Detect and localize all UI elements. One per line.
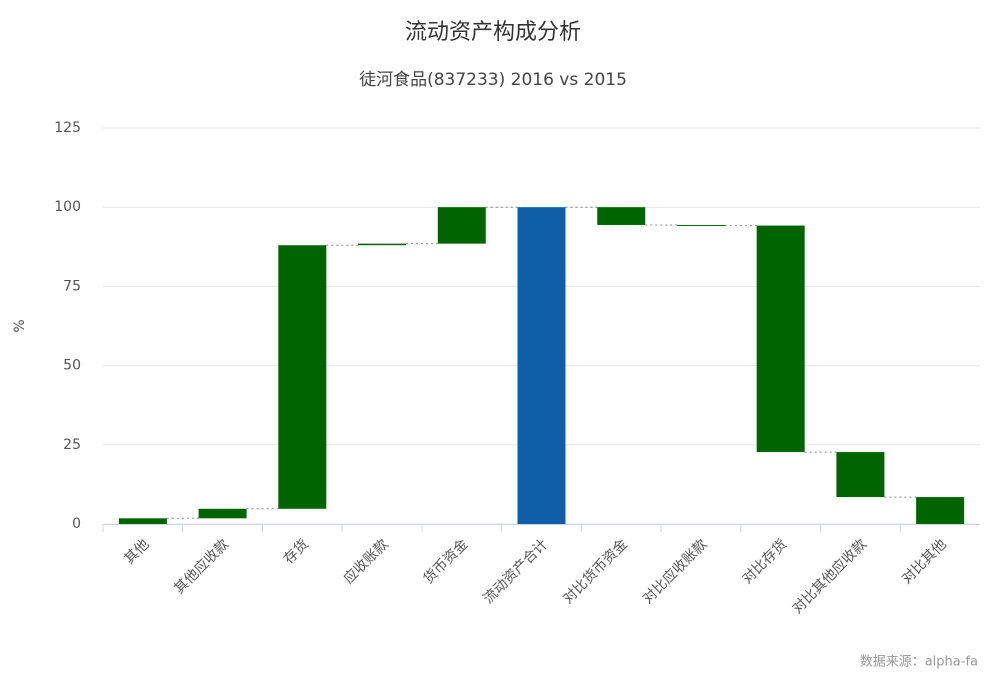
y-tick-label: 100 [54,199,81,215]
bar [916,497,965,524]
x-tick-label: 其他应收款 [171,536,233,598]
bar [597,207,646,225]
bar [358,243,407,246]
y-tick-label: 50 [63,358,81,374]
bar [756,225,805,453]
y-tick-label: 125 [54,120,81,136]
y-axis-label: % [12,319,28,332]
y-tick-label: 0 [72,516,81,532]
bar [517,207,566,524]
y-tick-label: 75 [63,278,81,294]
x-tick-label: 流动资产合计 [480,536,551,607]
x-tick-label: 货币资金 [420,536,472,588]
bar [836,452,885,498]
x-tick-label: 存货 [280,536,312,568]
chart-title: 流动资产构成分析 [405,20,581,45]
chart-subtitle: 徒河食品(837233) 2016 vs 2015 [359,70,627,90]
x-tick-label: 对比货币资金 [559,536,630,607]
bar [198,508,247,519]
x-tick-label: 对比其他应收款 [789,536,870,617]
x-tick-label: 应收账款 [340,536,392,588]
x-tick-label: 其他 [121,536,152,567]
bar [437,207,486,244]
source: 数据来源：alpha-fa [860,655,978,670]
x-tick-label: 对比存货 [739,536,791,588]
bar [278,245,327,509]
x-tick-label: 对比其他 [899,536,950,587]
y-tick-label: 25 [63,437,81,453]
x-tick-label: 对比应收账款 [639,536,710,607]
bar [676,224,725,226]
bar [118,518,167,524]
